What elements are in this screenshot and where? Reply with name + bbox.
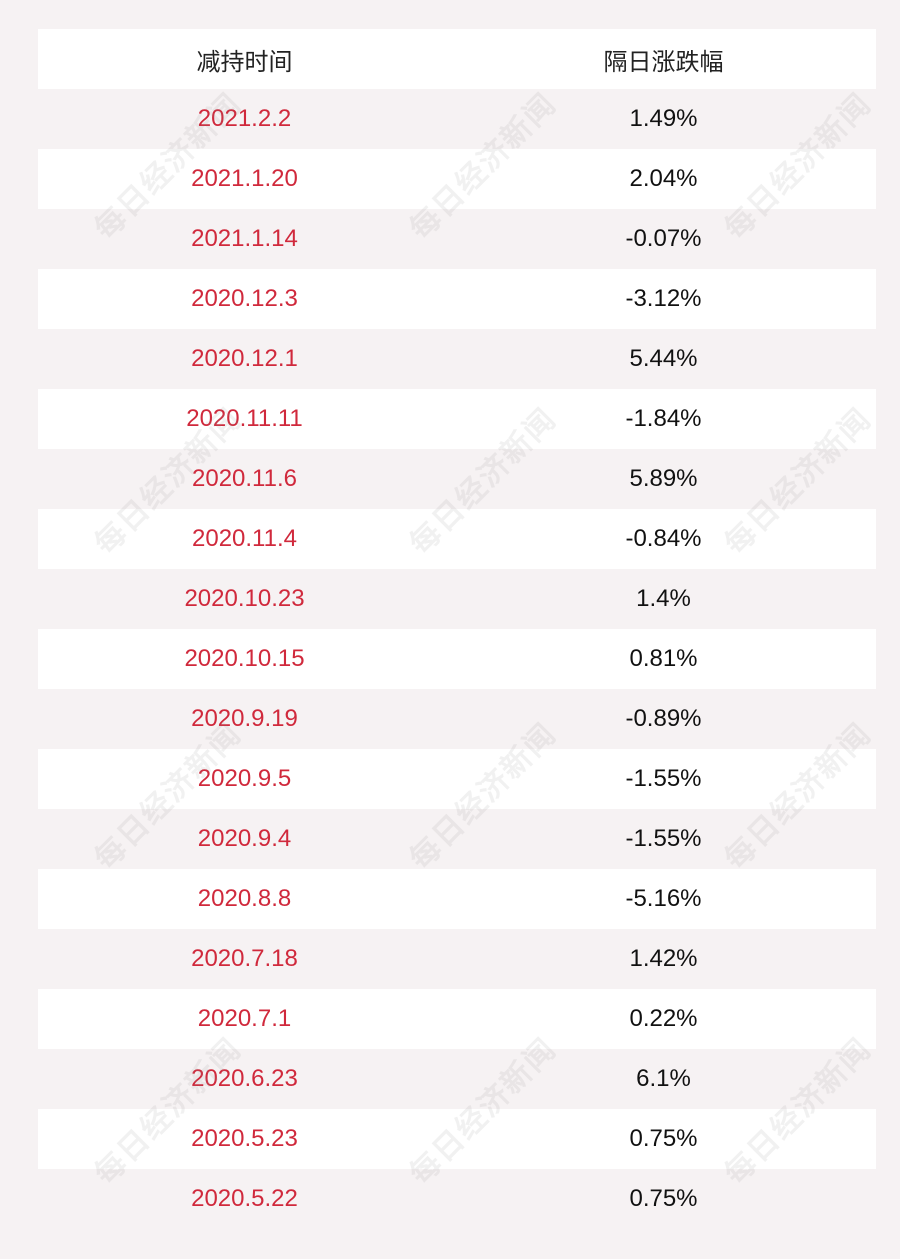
row-change: -0.84%	[625, 525, 702, 552]
table-row: 2020.5.23 0.75%	[38, 1109, 876, 1169]
row-date: 2020.12.3	[191, 285, 298, 312]
row-change: 5.89%	[629, 465, 698, 492]
row-date: 2020.11.4	[192, 525, 297, 552]
row-date: 2020.6.23	[191, 1065, 298, 1092]
row-date: 2020.10.23	[184, 585, 305, 612]
row-change: 5.44%	[629, 345, 698, 372]
row-date: 2020.11.11	[186, 405, 303, 432]
table-row: 2020.9.5 -1.55%	[38, 749, 876, 809]
table-row: 2020.8.8 -5.16%	[38, 869, 876, 929]
row-change: -1.55%	[625, 825, 702, 852]
table-row: 2020.9.19 -0.89%	[38, 689, 876, 749]
table-row: 2020.11.11 -1.84%	[38, 389, 876, 449]
row-change: -1.84%	[625, 405, 702, 432]
row-change: -5.16%	[625, 885, 702, 912]
row-date: 2021.1.20	[191, 165, 298, 192]
row-change: 0.22%	[629, 1005, 698, 1032]
row-date: 2020.11.6	[192, 465, 297, 492]
row-change: 0.75%	[629, 1185, 698, 1212]
row-change: 0.81%	[629, 645, 698, 672]
row-change: 0.75%	[629, 1125, 698, 1152]
table-row: 2020.12.3 -3.12%	[38, 269, 876, 329]
data-table: 减持时间 隔日涨跌幅 2021.2.2 1.49% 2021.1.20 2.04% 20…	[38, 29, 876, 1229]
row-change: 6.1%	[636, 1065, 691, 1092]
header-date: 减持时间	[196, 48, 293, 76]
table-row: 2020.10.15 0.81%	[38, 629, 876, 689]
table-body: 2021.2.2 1.49% 2021.1.20 2.04% 2021.1.14 -0.0…	[38, 89, 876, 1229]
table-row: 2020.11.4 -0.84%	[38, 509, 876, 569]
row-date: 2020.12.1	[191, 345, 298, 372]
row-change: -1.55%	[625, 765, 702, 792]
header-change: 隔日涨跌幅	[603, 48, 724, 76]
row-change: -0.89%	[625, 705, 702, 732]
row-date: 2020.5.22	[191, 1185, 298, 1212]
row-date: 2020.9.4	[197, 825, 292, 852]
row-date: 2020.10.15	[184, 645, 305, 672]
table-row: 2020.11.6 5.89%	[38, 449, 876, 509]
table-row: 2021.1.14 -0.07%	[38, 209, 876, 269]
table-row: 2020.10.23 1.4%	[38, 569, 876, 629]
table-row: 2020.12.1 5.44%	[38, 329, 876, 389]
row-date: 2020.9.19	[191, 705, 298, 732]
row-change: -0.07%	[625, 225, 702, 252]
row-date: 2020.7.1	[197, 1005, 292, 1032]
table-row: 2020.6.23 6.1%	[38, 1049, 876, 1109]
row-change: -3.12%	[625, 285, 702, 312]
table-row: 2020.9.4 -1.55%	[38, 809, 876, 869]
row-date: 2021.1.14	[191, 225, 298, 252]
row-date: 2020.9.5	[197, 765, 292, 792]
row-change: 1.42%	[629, 945, 698, 972]
row-date: 2020.7.18	[191, 945, 298, 972]
table-row: 2020.5.22 0.75%	[38, 1169, 876, 1229]
table-row: 2020.7.1 0.22%	[38, 989, 876, 1049]
table-row: 2021.1.20 2.04%	[38, 149, 876, 209]
row-change: 2.04%	[629, 165, 698, 192]
table-row: 2021.2.2 1.49%	[38, 89, 876, 149]
table-row: 2020.7.18 1.42%	[38, 929, 876, 989]
table-header-row: 减持时间 隔日涨跌幅	[38, 29, 876, 89]
row-date: 2021.2.2	[197, 105, 292, 132]
row-date: 2020.8.8	[197, 885, 292, 912]
row-change: 1.4%	[636, 585, 691, 612]
row-date: 2020.5.23	[191, 1125, 298, 1152]
row-change: 1.49%	[629, 105, 698, 132]
